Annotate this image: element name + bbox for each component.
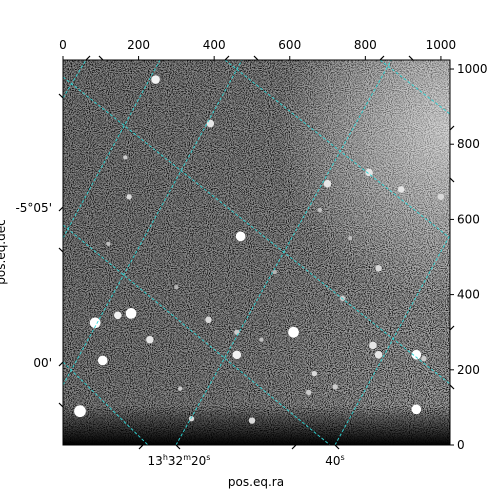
world-tick (449, 125, 455, 131)
star (305, 389, 312, 396)
star (375, 265, 382, 272)
plot-frame (62, 59, 451, 446)
world-tick (449, 325, 455, 331)
world-tick (58, 402, 64, 408)
star (106, 241, 111, 247)
star (259, 337, 264, 342)
world-tick (379, 55, 385, 61)
world-tick (98, 55, 104, 61)
bottom-dark-band (63, 405, 450, 445)
top-tick-label: 400 (203, 38, 226, 52)
world-tick (58, 361, 64, 367)
star (411, 349, 422, 360)
star (369, 341, 377, 350)
star (114, 311, 122, 320)
world-tick (58, 93, 64, 99)
star (89, 317, 101, 329)
world-tick (58, 247, 64, 253)
star (348, 236, 353, 241)
world-tick (138, 444, 144, 450)
grid-line (63, 76, 450, 385)
star (234, 329, 240, 335)
star (125, 308, 137, 319)
world-tick (291, 444, 297, 450)
dec-tick-label-00: 00' (33, 356, 52, 370)
world-tick (408, 55, 414, 61)
ra-tick-label-20s: 13h32m20s (148, 453, 211, 468)
right-tick-label: 1000 (457, 62, 488, 76)
star (317, 207, 323, 213)
top-tick-label: 1000 (426, 38, 457, 52)
world-tick (253, 55, 259, 61)
right-pixel-axis: 0 200 400 600 800 1000 (450, 62, 488, 452)
sky-bright-region (63, 60, 450, 445)
top-tick-label: 0 (59, 38, 67, 52)
world-tick (334, 444, 340, 450)
star (188, 415, 195, 422)
world-tick (58, 206, 64, 212)
world-tick (175, 444, 181, 450)
star (97, 355, 108, 366)
y-axis-title: pos.eq.dec (0, 219, 8, 284)
star (174, 284, 179, 290)
star (74, 405, 86, 418)
star (232, 350, 242, 360)
world-tick (224, 55, 230, 61)
star (206, 119, 215, 128)
star (248, 417, 256, 424)
star (272, 269, 277, 275)
ra-tick-label-40s: 40s (325, 453, 344, 468)
star (437, 193, 445, 201)
grid-line (63, 60, 243, 386)
image-area (63, 60, 450, 445)
grid-line (63, 60, 87, 99)
star (398, 186, 405, 193)
star (123, 155, 128, 160)
right-tick-label: 0 (457, 438, 465, 452)
x-axis-title: pos.eq.ra (228, 475, 284, 489)
star (374, 350, 383, 359)
world-tick (449, 384, 455, 390)
right-tick-label: 400 (457, 288, 480, 302)
star (235, 231, 246, 242)
star (323, 179, 332, 188)
grid-line (224, 60, 450, 239)
world-coordinate-ticks (58, 55, 455, 450)
star (288, 326, 299, 338)
star (421, 355, 427, 362)
top-tick-label: 600 (278, 38, 301, 52)
star (311, 370, 318, 377)
star (332, 384, 338, 390)
grid-line (175, 60, 392, 445)
grid-line (63, 60, 161, 239)
world-tick (85, 55, 91, 61)
top-tick-label: 200 (127, 38, 150, 52)
dec-tick-label-0505: -5°05' (15, 201, 52, 215)
top-pixel-axis: 0 200 400 600 800 1000 (59, 38, 456, 60)
star (126, 194, 132, 200)
star (146, 335, 154, 344)
top-tick-label: 800 (354, 38, 377, 52)
right-tick-label: 800 (457, 137, 480, 151)
star (411, 404, 422, 415)
star (365, 168, 373, 177)
star (205, 316, 212, 324)
world-tick (449, 177, 455, 183)
star (177, 386, 183, 391)
grid-line (63, 224, 331, 445)
coordinate-grid (63, 60, 450, 445)
right-tick-label: 600 (457, 212, 480, 226)
right-tick-label: 200 (457, 363, 480, 377)
star (151, 75, 160, 84)
